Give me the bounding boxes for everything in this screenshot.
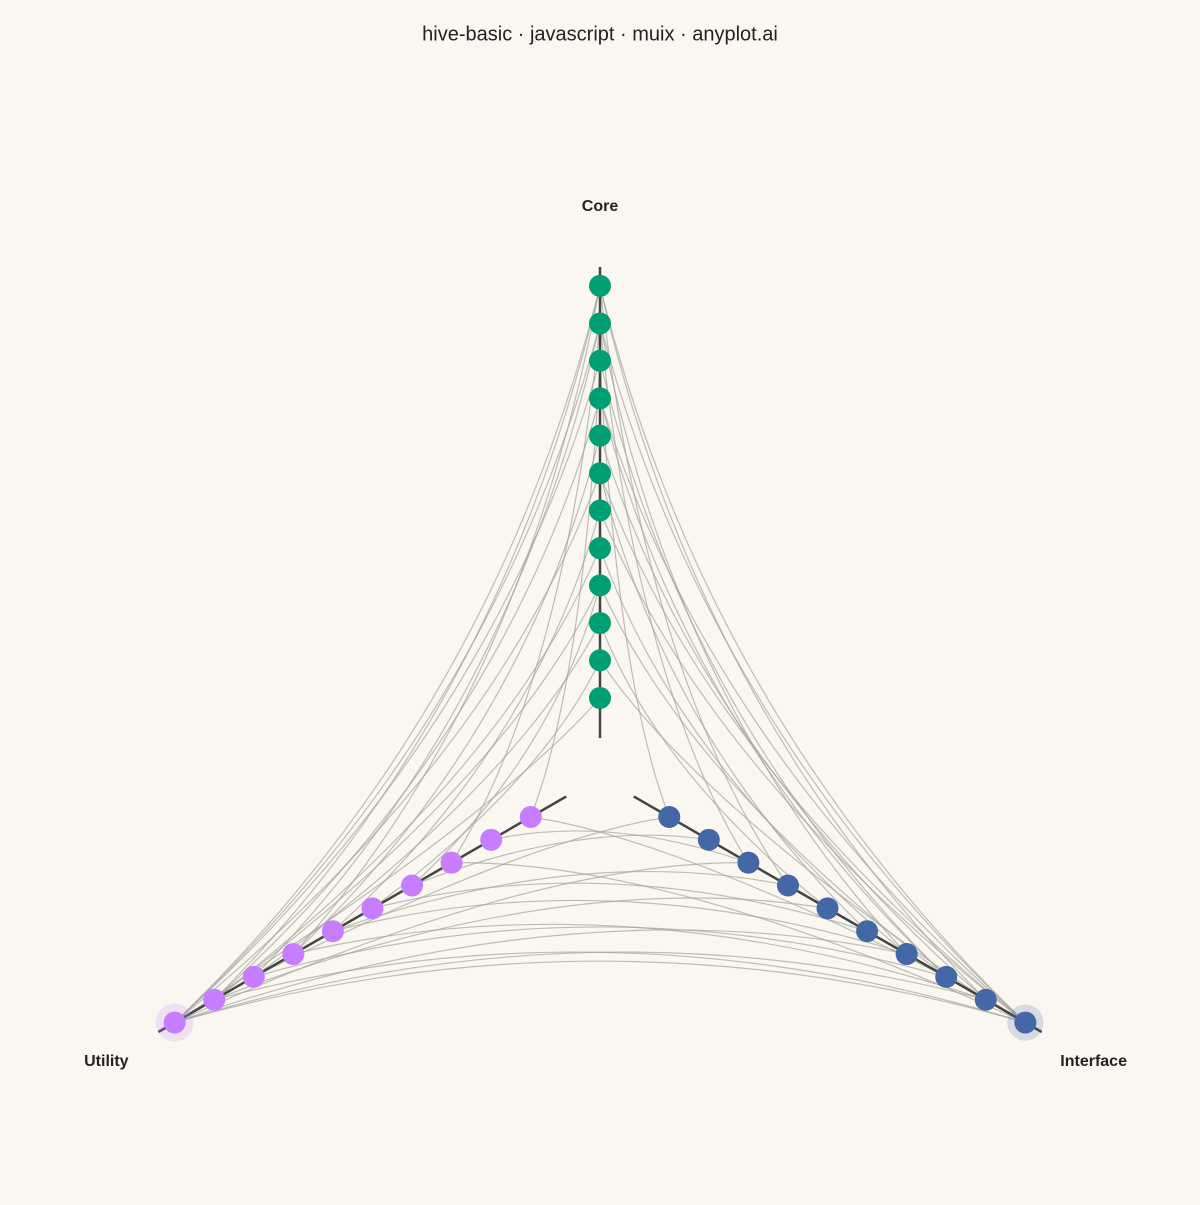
node [242,965,265,988]
node [776,874,799,897]
edge [599,360,947,978]
edge [174,929,907,1024]
edge [292,285,601,955]
node [480,828,503,851]
node [589,537,611,560]
edge [213,585,601,1001]
axis-label: Interface [1060,1053,1127,1070]
edge [491,830,749,864]
edge [174,862,749,1024]
edge [174,473,601,1024]
node [589,649,611,672]
node [1014,1011,1037,1034]
edge [372,660,601,909]
node [974,988,997,1011]
axis-label: Core [582,198,619,215]
node [203,988,226,1011]
edge [253,816,670,978]
edge [599,510,1026,1024]
nodes [155,274,1044,1042]
edge [599,435,987,1001]
node [282,943,305,966]
node [589,424,611,447]
node [519,805,542,828]
node [816,897,839,920]
edge [174,960,1026,1024]
edge [292,435,601,955]
edge [451,862,1026,1024]
edge [599,547,908,955]
edge [174,285,601,1024]
edge [174,360,601,1024]
node [589,349,611,372]
node [163,1011,186,1034]
edge [332,899,907,955]
node [440,851,463,874]
node [589,274,611,297]
edge [332,870,789,932]
node [361,897,384,920]
node [321,920,344,943]
edge [599,585,947,978]
edge [372,882,868,932]
edge [599,323,749,863]
edge [213,547,601,1001]
edge [411,585,601,886]
node [589,686,611,709]
edge [599,285,1026,1024]
edge [599,285,789,886]
node [589,612,611,635]
edge [253,323,601,978]
node [401,874,424,897]
node [658,805,681,828]
edge [599,473,1026,1024]
node [589,462,611,485]
node [589,574,611,597]
edge [599,622,828,909]
node [935,965,958,988]
edge [530,816,947,978]
node [589,312,611,335]
edge [174,951,986,1024]
edge [213,897,828,1001]
node [737,851,760,874]
chart-title: hive-basic · javascript · muix · anyplot… [422,23,778,45]
edge [599,323,1026,1024]
edge [599,473,868,932]
node [589,387,611,410]
node [895,943,918,966]
edges [174,285,1026,1024]
edge [451,323,601,863]
edge [599,285,987,1001]
axis-label: Utility [84,1053,129,1070]
node [856,920,879,943]
node [697,828,720,851]
node [589,499,611,522]
edge [599,323,908,955]
edge [213,285,601,1001]
edge [599,398,947,978]
